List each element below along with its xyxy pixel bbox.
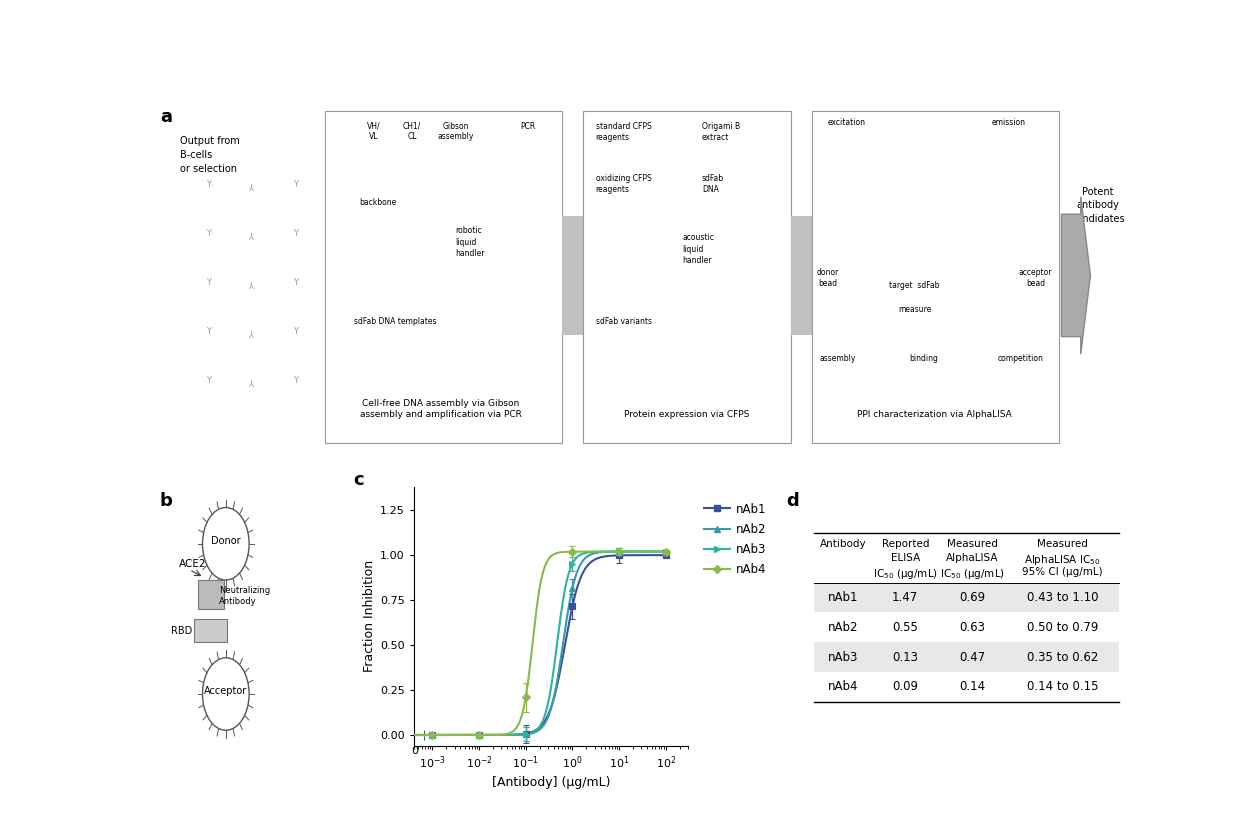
Text: 0: 0 <box>412 746 418 756</box>
FancyBboxPatch shape <box>195 619 227 642</box>
Text: Y: Y <box>207 375 212 385</box>
Text: AlphaLISA: AlphaLISA <box>946 553 999 563</box>
Text: Output from
B-cells
or selection: Output from B-cells or selection <box>180 136 239 173</box>
Text: Y: Y <box>207 327 212 336</box>
Text: acoustic
liquid
handler: acoustic liquid handler <box>682 234 715 265</box>
Text: acceptor
bead: acceptor bead <box>1019 268 1052 287</box>
Text: 0.47: 0.47 <box>959 650 985 664</box>
FancyBboxPatch shape <box>197 580 224 608</box>
Text: nAb2: nAb2 <box>828 621 858 634</box>
Text: VH/
VL: VH/ VL <box>367 122 380 141</box>
Y-axis label: Fraction Inhibition: Fraction Inhibition <box>363 561 375 672</box>
Text: Y: Y <box>293 327 298 336</box>
Text: PCR: PCR <box>520 122 535 131</box>
Text: Y: Y <box>249 327 256 336</box>
Text: Potent
antibody
candidates: Potent antibody candidates <box>1071 187 1125 224</box>
Text: Measured: Measured <box>1038 539 1087 549</box>
Text: c: c <box>353 471 364 489</box>
Text: 0.35 to 0.62: 0.35 to 0.62 <box>1026 650 1099 664</box>
Text: 0.55: 0.55 <box>893 621 918 634</box>
FancyBboxPatch shape <box>325 111 561 443</box>
Text: Y: Y <box>249 180 256 189</box>
Text: 0.09: 0.09 <box>893 680 918 693</box>
Text: assembly: assembly <box>819 354 855 363</box>
FancyBboxPatch shape <box>584 111 791 443</box>
Bar <box>814 582 1119 613</box>
Text: Reported: Reported <box>882 539 929 549</box>
Text: nAb3: nAb3 <box>828 650 858 664</box>
Text: IC$_{50}$ (μg/mL): IC$_{50}$ (μg/mL) <box>873 567 938 581</box>
Text: 0.43 to 1.10: 0.43 to 1.10 <box>1026 591 1099 604</box>
Bar <box>814 642 1119 672</box>
Text: 0.14: 0.14 <box>959 680 985 693</box>
Text: target  sdFab: target sdFab <box>889 281 940 290</box>
Text: Y: Y <box>293 375 298 385</box>
Text: Y: Y <box>249 278 256 287</box>
Text: ACE2: ACE2 <box>180 560 207 570</box>
Text: Y: Y <box>207 229 212 238</box>
Text: Y: Y <box>293 180 298 189</box>
Text: Cell-free DNA assembly via Gibson
assembly and amplification via PCR: Cell-free DNA assembly via Gibson assemb… <box>360 399 522 419</box>
Text: b: b <box>160 492 172 510</box>
FancyBboxPatch shape <box>812 111 1059 443</box>
Text: emission: emission <box>991 118 1026 127</box>
FancyBboxPatch shape <box>561 216 584 335</box>
FancyArrow shape <box>1061 197 1090 354</box>
Text: nAb4: nAb4 <box>828 680 858 693</box>
Text: excitation: excitation <box>828 118 865 127</box>
Text: Y: Y <box>293 278 298 287</box>
Text: 95% CI (μg/mL): 95% CI (μg/mL) <box>1023 567 1102 577</box>
Text: backbone: backbone <box>359 199 397 208</box>
Text: PPI characterization via AlphaLISA: PPI characterization via AlphaLISA <box>858 410 1013 419</box>
Text: oxidizing CFPS
reagents: oxidizing CFPS reagents <box>596 174 651 194</box>
Text: 0.50 to 0.79: 0.50 to 0.79 <box>1026 621 1099 634</box>
Text: Y: Y <box>207 278 212 287</box>
Text: measure: measure <box>898 305 932 314</box>
Text: sdFab DNA templates: sdFab DNA templates <box>354 318 436 326</box>
FancyBboxPatch shape <box>791 216 812 335</box>
Text: Y: Y <box>249 229 256 238</box>
Circle shape <box>202 658 249 730</box>
Text: Y: Y <box>207 180 212 189</box>
Text: Origami B
extract: Origami B extract <box>702 122 739 142</box>
Text: Y: Y <box>293 229 298 238</box>
Text: Antibody: Antibody <box>819 539 867 549</box>
Text: d: d <box>787 492 799 510</box>
Text: 1.47: 1.47 <box>892 591 919 604</box>
Text: RBD: RBD <box>171 625 192 635</box>
Circle shape <box>202 508 249 580</box>
Text: 0.69: 0.69 <box>959 591 985 604</box>
Text: ELISA: ELISA <box>890 553 920 563</box>
Text: 0.13: 0.13 <box>893 650 918 664</box>
Text: Neutralizing
Antibody: Neutralizing Antibody <box>219 586 271 606</box>
Text: 0.63: 0.63 <box>959 621 985 634</box>
Text: Protein expression via CFPS: Protein expression via CFPS <box>624 410 749 419</box>
Text: binding: binding <box>910 354 939 363</box>
Text: nAb1: nAb1 <box>828 591 858 604</box>
Text: sdFab
DNA: sdFab DNA <box>702 174 725 194</box>
Text: a: a <box>161 107 172 126</box>
Text: donor
bead: donor bead <box>817 268 839 287</box>
Legend: nAb1, nAb2, nAb3, nAb4: nAb1, nAb2, nAb3, nAb4 <box>700 498 771 581</box>
Text: Acceptor: Acceptor <box>205 686 247 696</box>
Text: standard CFPS
reagents: standard CFPS reagents <box>596 122 651 142</box>
Text: CH1/
CL: CH1/ CL <box>403 122 421 141</box>
Text: Measured: Measured <box>946 539 998 549</box>
Text: Gibson
assembly: Gibson assembly <box>438 122 474 141</box>
Text: Y: Y <box>249 375 256 385</box>
Text: IC$_{50}$ (μg/mL): IC$_{50}$ (μg/mL) <box>940 567 1005 581</box>
Text: sdFab variants: sdFab variants <box>596 318 652 326</box>
Text: robotic
liquid
handler: robotic liquid handler <box>455 226 485 257</box>
Text: AlphaLISA IC$_{50}$: AlphaLISA IC$_{50}$ <box>1024 553 1101 566</box>
X-axis label: [Antibody] (μg/mL): [Antibody] (μg/mL) <box>491 776 610 789</box>
Text: 0.14 to 0.15: 0.14 to 0.15 <box>1026 680 1099 693</box>
Text: competition: competition <box>998 354 1044 363</box>
Text: Donor: Donor <box>211 536 241 546</box>
